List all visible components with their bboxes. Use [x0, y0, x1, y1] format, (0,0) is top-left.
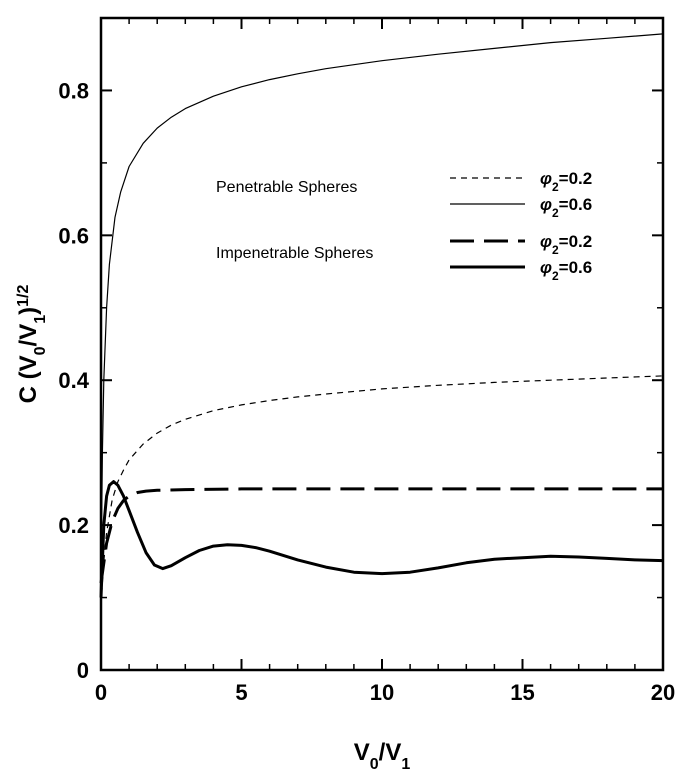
- legend-label-penetrable-02: φ2=0.2: [540, 169, 592, 194]
- y-axis-label: C (V0/V1)1/2: [15, 285, 49, 404]
- y-tick-label: 0: [77, 658, 89, 683]
- x-axis-label: V0/V1: [354, 739, 411, 773]
- y-tick-label: 0.8: [58, 78, 89, 103]
- legend-label-impenetrable-06: φ2=0.6: [540, 258, 592, 283]
- series-line-penetrable_06: [100, 33, 664, 584]
- legend-label-impenetrable-02: φ2=0.2: [540, 232, 592, 257]
- series-layer: [99, 33, 664, 605]
- x-tick-label: 15: [510, 680, 534, 705]
- legend-label-penetrable-06: φ2=0.6: [540, 195, 592, 220]
- legend-title-penetrable: Penetrable Spheres: [216, 179, 357, 196]
- legend: Penetrable Spheres Impenetrable Spheres …: [216, 169, 592, 283]
- x-tick-label: 0: [95, 680, 107, 705]
- series-line-impenetrable_06: [99, 480, 664, 598]
- x-tick-label: 10: [370, 680, 394, 705]
- legend-title-impenetrable: Impenetrable Spheres: [216, 245, 373, 262]
- x-tick-label: 20: [651, 680, 675, 705]
- y-tick-label: 0.4: [58, 368, 89, 393]
- y-tick-label: 0.6: [58, 223, 89, 248]
- ticks-layer: 0 5 10 15 20 0 0.2 0.4 0.6 0.8: [58, 18, 675, 705]
- series-line-impenetrable_02: [99, 487, 663, 584]
- x-tick-label: 5: [235, 680, 247, 705]
- series-line-penetrable_02: [100, 375, 664, 605]
- y-tick-label: 0.2: [58, 513, 89, 538]
